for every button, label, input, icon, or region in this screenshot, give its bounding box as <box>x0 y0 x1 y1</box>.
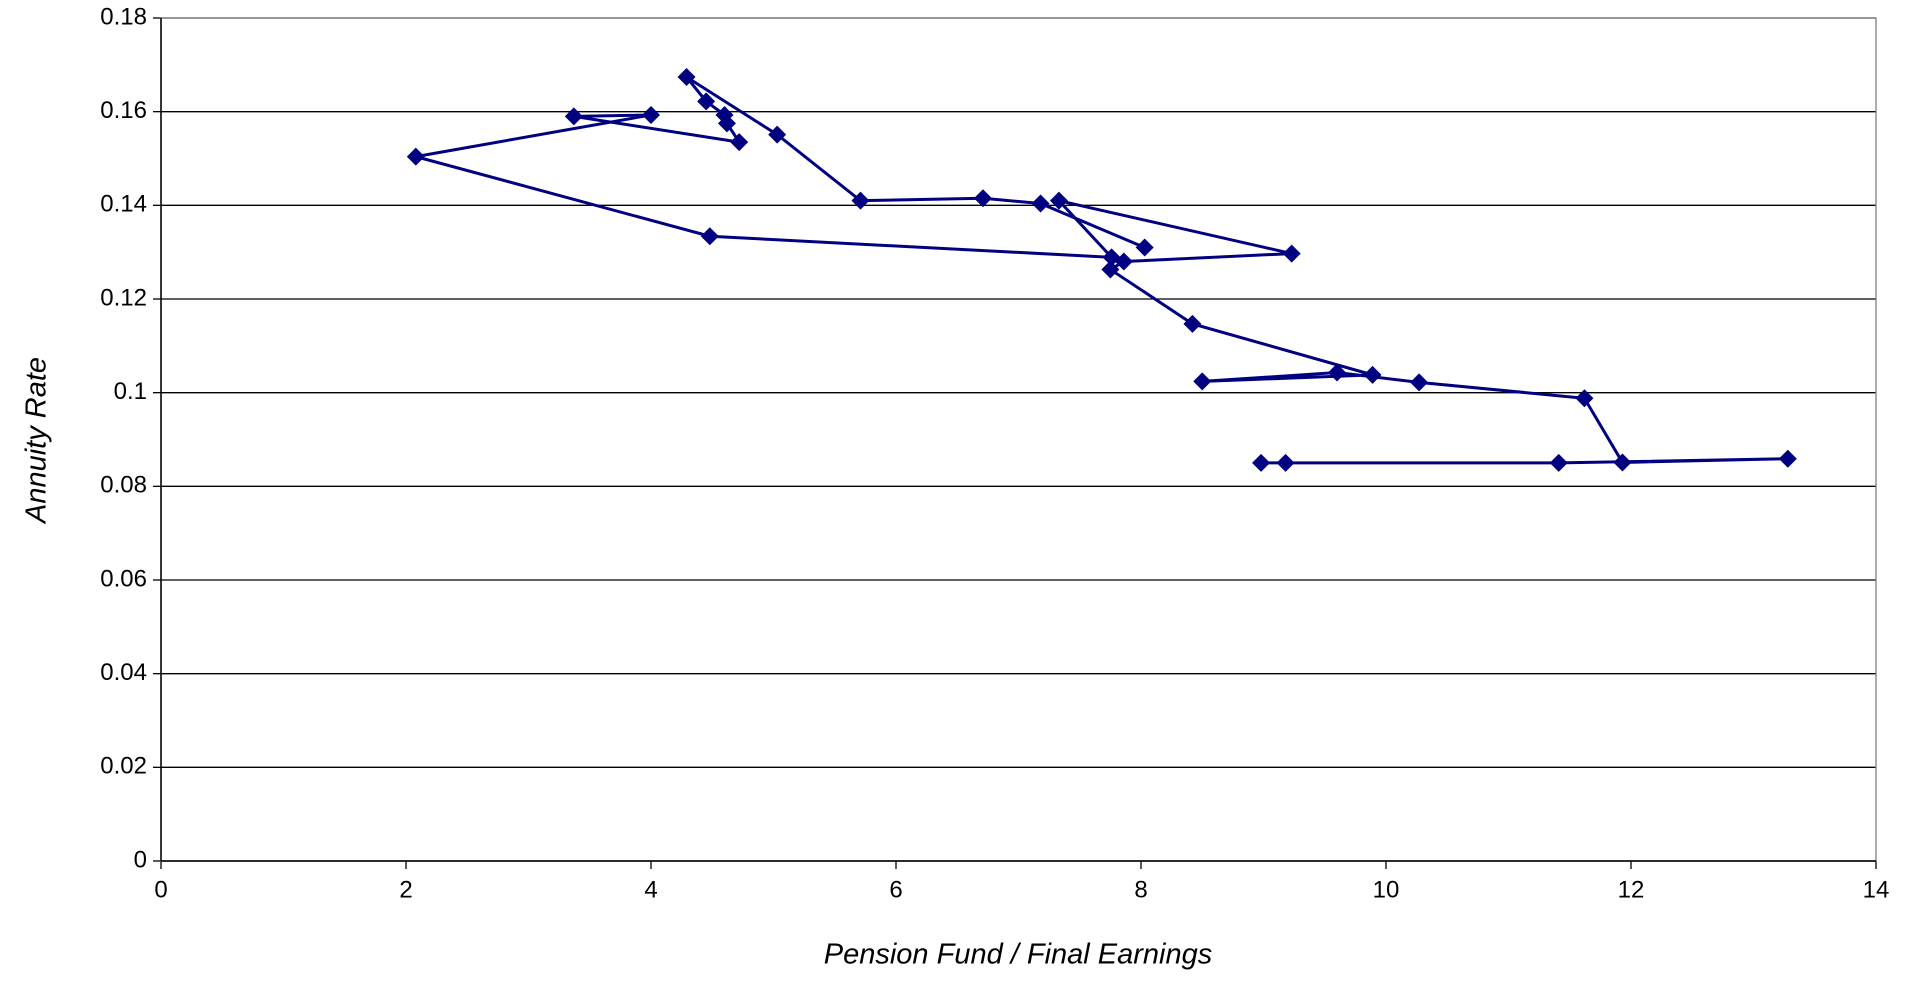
y-tick-label: 0.16 <box>100 97 147 124</box>
marker <box>973 189 992 208</box>
x-tick-label: 12 <box>1618 876 1645 903</box>
y-tick-label: 0.1 <box>114 378 147 405</box>
marker <box>1101 260 1120 279</box>
x-tick-label: 0 <box>154 876 167 903</box>
marker <box>1363 365 1382 384</box>
marker <box>1549 453 1568 472</box>
marker <box>697 92 716 111</box>
x-tick-label: 8 <box>1134 876 1147 903</box>
y-tick-label: 0.12 <box>100 284 147 311</box>
marker <box>1114 252 1133 271</box>
marker <box>1778 449 1797 468</box>
marker <box>564 107 583 126</box>
y-tick-label: 0.02 <box>100 753 147 780</box>
x-tick-label: 2 <box>399 876 412 903</box>
marker <box>851 191 870 210</box>
marker <box>1049 191 1068 210</box>
x-axis-title: Pension Fund / Final Earnings <box>824 939 1213 971</box>
y-axis-title: Annuity Rate <box>21 357 53 525</box>
x-tick-label: 10 <box>1373 876 1400 903</box>
x-tick-label: 14 <box>1863 876 1890 903</box>
marker <box>1575 389 1594 408</box>
marker <box>768 125 787 144</box>
marker <box>1613 453 1632 472</box>
marker <box>700 227 719 246</box>
x-tick-label: 6 <box>889 876 902 903</box>
data-line <box>415 75 1788 465</box>
y-tick-label: 0.18 <box>100 3 147 30</box>
y-tick-label: 0.08 <box>100 472 147 499</box>
marker <box>1276 453 1295 472</box>
marker <box>1282 244 1301 263</box>
marker <box>1328 363 1346 382</box>
marker <box>642 105 660 124</box>
x-tick-label: 4 <box>644 876 657 903</box>
y-tick-label: 0.04 <box>100 659 147 686</box>
plot-border <box>160 17 1877 862</box>
marker <box>1410 373 1429 392</box>
y-tick-label: 0.14 <box>100 191 147 218</box>
marker <box>1183 314 1202 333</box>
marker <box>1135 238 1154 257</box>
marker <box>1193 372 1212 391</box>
y-tick-label: 0.06 <box>100 565 147 592</box>
marker <box>1031 194 1050 213</box>
marker <box>1252 453 1271 472</box>
marker <box>677 68 696 87</box>
y-tick-label: 0 <box>134 846 147 873</box>
marker <box>406 147 425 166</box>
marker <box>1102 248 1121 267</box>
marker <box>715 105 734 124</box>
marker <box>730 133 749 152</box>
